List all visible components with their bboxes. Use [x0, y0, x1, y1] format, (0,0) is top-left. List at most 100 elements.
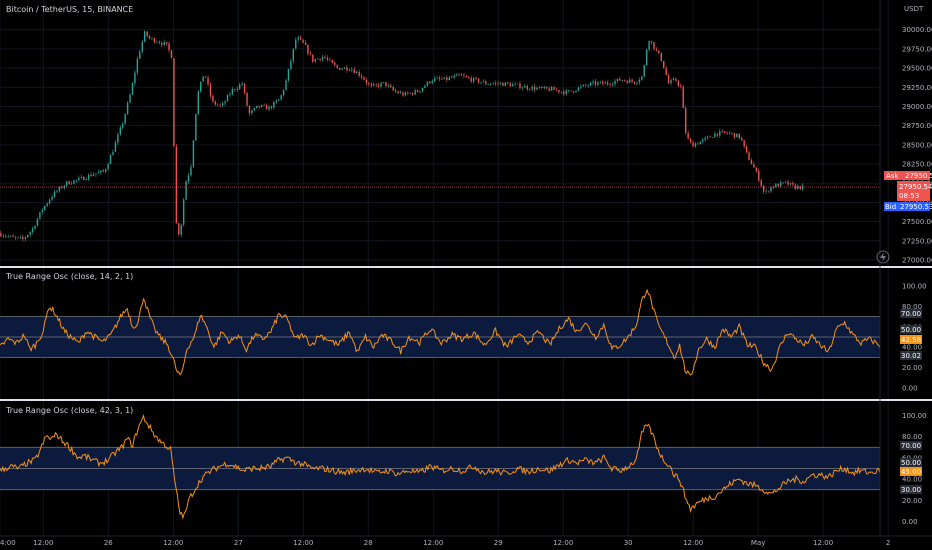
candle-body [684, 108, 687, 133]
candle-body [531, 86, 533, 90]
candle-body [321, 56, 324, 60]
candle-body [655, 48, 658, 51]
lightning-icon[interactable] [876, 250, 890, 264]
candle-body [555, 89, 558, 91]
candle-body [143, 31, 146, 42]
candle-body [80, 176, 83, 178]
candle-body [280, 95, 282, 100]
pane-separator-1[interactable] [0, 266, 932, 268]
candle-body [589, 82, 592, 86]
price-tick-label: 28500.00 [902, 141, 932, 149]
osc1-upper-tag [900, 309, 922, 318]
candle-body [772, 186, 775, 188]
candle-body [399, 92, 402, 94]
candle-body [256, 105, 258, 109]
osc1-mid-tag [900, 325, 922, 334]
candle-body [314, 59, 316, 62]
candle-body [541, 86, 543, 88]
osc2-lower-value: 30.00 [901, 486, 921, 494]
osc1-pane[interactable]: True Range Osc (close, 14, 2, 1) [0, 272, 881, 376]
time-tick-label: 28 [364, 539, 373, 547]
candle-body [797, 185, 799, 189]
candle-body [0, 233, 2, 237]
candle-body [455, 74, 458, 76]
candle-body [460, 74, 463, 76]
candle-body [421, 87, 424, 92]
candle-body [307, 45, 309, 54]
candle-body [141, 41, 143, 52]
osc2-title: True Range Osc (close, 42, 3, 1) [5, 406, 133, 415]
pane-separator-2[interactable] [0, 399, 932, 401]
candle-body [351, 69, 353, 71]
candle-body [107, 163, 109, 170]
candle-body [507, 82, 509, 84]
time-axis[interactable]: 4:00 12:00 26 12:00 27 12:00 28 12:00 29 12:00 30 1… [0, 535, 932, 547]
time-tick-label: 30 [624, 539, 633, 547]
candle-body [792, 183, 794, 185]
candle-body [302, 39, 304, 43]
candle-body [516, 83, 519, 85]
candle-body [767, 191, 770, 192]
candle-body [253, 108, 256, 111]
candle-body [285, 80, 287, 90]
candle-body [719, 131, 721, 136]
candle-body [243, 83, 246, 93]
osc-tick-label: 100.00 [902, 283, 927, 291]
candle-body [317, 58, 319, 60]
candle-body [2, 236, 5, 237]
candle-body [787, 181, 789, 185]
candle-body [616, 78, 619, 82]
osc1-title: True Range Osc (close, 14, 2, 1) [5, 272, 133, 281]
price-tick-label: 28750.00 [902, 122, 932, 130]
candle-body [246, 92, 248, 106]
candle-body [278, 99, 280, 101]
candle-body [443, 77, 446, 80]
candle-body [677, 80, 680, 86]
candle-body [219, 104, 221, 106]
candle-body [728, 132, 731, 134]
candle-body [331, 59, 334, 63]
candle-body [370, 84, 373, 86]
price-pane[interactable]: Bitcoin / TetherUS, 15, BINANCE [0, 5, 880, 242]
candle-body [234, 89, 236, 90]
candle-body [453, 75, 455, 78]
candle-body [363, 77, 365, 80]
candle-body [604, 82, 606, 84]
candle-body [270, 106, 273, 108]
currency-label: USDT [904, 5, 924, 13]
time-tick-label: May [751, 539, 765, 547]
countdown-value: 08:53 [899, 192, 919, 200]
candle-body [585, 84, 587, 86]
candle-body [187, 175, 190, 182]
bid-value: 27950.53 [900, 203, 932, 211]
candle-body [597, 82, 599, 85]
last-price-value: 27950.54 [899, 183, 932, 191]
osc2-pane[interactable]: True Range Osc (close, 42, 3, 1) [0, 406, 881, 520]
candle-body [650, 41, 653, 43]
candle-body [173, 58, 175, 147]
time-tick-label: 26 [104, 539, 113, 547]
candle-body [287, 68, 290, 81]
candle-body [19, 236, 22, 238]
ask-value-tag [904, 171, 930, 180]
candle-body [643, 65, 645, 77]
candle-body [702, 139, 704, 142]
candle-body [550, 87, 553, 91]
candle-body [441, 79, 443, 80]
osc-tick-label: 20.00 [902, 364, 922, 372]
candle-body [404, 92, 407, 96]
candle-body [692, 142, 694, 147]
last-price-tag [897, 181, 930, 201]
candle-body [355, 71, 358, 74]
candle-body [390, 85, 392, 88]
candle-body [36, 218, 39, 226]
candle-body [697, 143, 699, 145]
candle-body [268, 106, 270, 110]
candle-body [273, 101, 275, 108]
price-scale[interactable]: USDT 30000.00 29750.00 29500.00 29250.00 290… [876, 0, 932, 536]
candle-body [373, 84, 375, 86]
candle-body [524, 86, 526, 88]
candle-body [212, 95, 214, 102]
candle-body [85, 179, 87, 181]
